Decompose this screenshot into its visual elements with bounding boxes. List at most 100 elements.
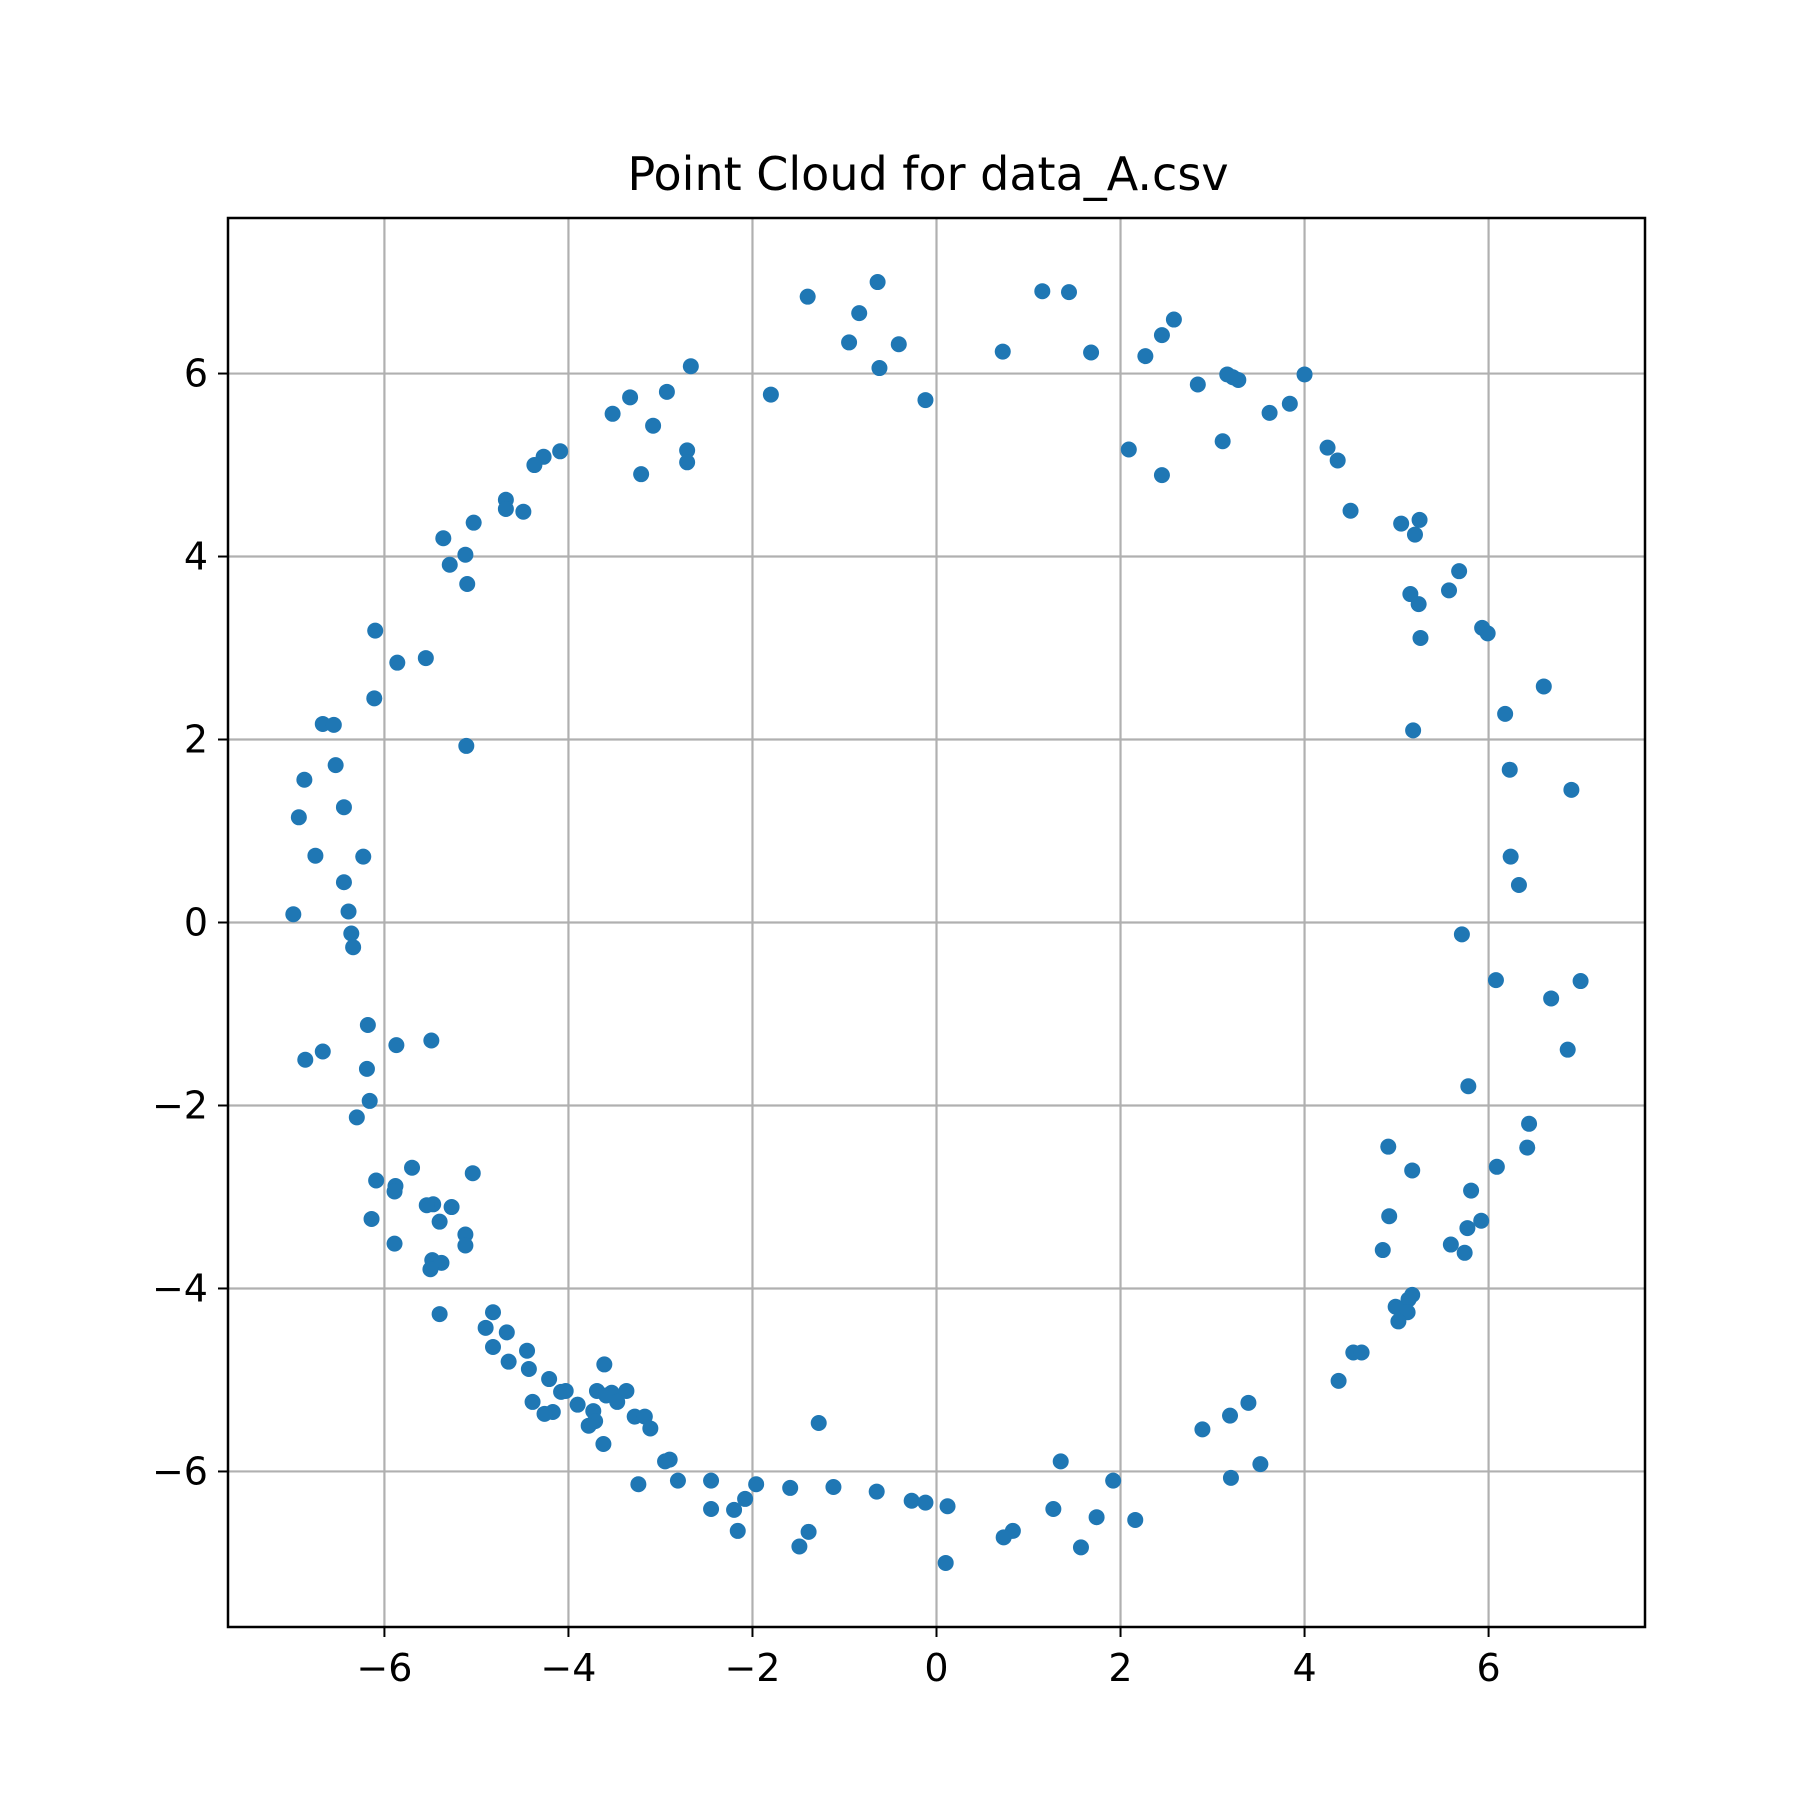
data-point [633, 466, 650, 483]
data-point [484, 1304, 501, 1321]
data-point [1510, 876, 1527, 893]
data-point [435, 530, 452, 547]
data-point [457, 1226, 474, 1243]
data-point [1353, 1344, 1370, 1361]
data-point [1559, 1041, 1576, 1058]
data-point [1281, 395, 1298, 412]
data-point [1411, 511, 1428, 528]
data-point [389, 654, 406, 671]
data-point [580, 1417, 597, 1434]
data-point [762, 386, 779, 403]
data-point [729, 1522, 746, 1539]
data-point [459, 575, 476, 592]
data-point [1456, 1244, 1473, 1261]
data-point [404, 1159, 421, 1176]
data-point [869, 274, 886, 291]
data-point [553, 1383, 570, 1400]
data-point [642, 1420, 659, 1437]
data-point [868, 1483, 885, 1500]
data-point [1060, 284, 1077, 301]
data-point [418, 1197, 435, 1214]
data-point [939, 1498, 956, 1515]
data-point [1390, 1313, 1407, 1330]
data-point [359, 1016, 376, 1033]
data-point [682, 358, 699, 375]
data-point [340, 903, 357, 920]
y-tick-label: −4 [152, 1266, 208, 1310]
data-point [1441, 582, 1458, 599]
grid-lines [228, 218, 1645, 1627]
data-point [477, 1319, 494, 1336]
data-point [1459, 1220, 1476, 1237]
data-point [609, 1393, 626, 1410]
y-tick-label: −2 [152, 1083, 208, 1127]
data-point [791, 1538, 808, 1555]
data-point [800, 1523, 817, 1540]
y-axis-ticks: −6 −4 −2 0 2 4 6 [152, 352, 228, 1493]
data-point [1214, 433, 1231, 450]
data-point [1473, 1212, 1490, 1229]
data-point [1034, 283, 1051, 300]
data-point [1240, 1394, 1257, 1411]
data-point [917, 1494, 934, 1511]
data-point [363, 1210, 380, 1227]
data-point [1342, 502, 1359, 519]
data-point [903, 1492, 920, 1509]
data-point [810, 1414, 827, 1431]
data-point [569, 1396, 586, 1413]
data-point [1222, 1407, 1239, 1424]
data-point [1153, 327, 1170, 344]
data-point [1137, 348, 1154, 365]
data-point [1319, 439, 1336, 456]
data-point [515, 503, 532, 520]
data-point [1497, 705, 1514, 722]
data-point [1088, 1509, 1105, 1526]
data-point [1453, 926, 1470, 943]
data-point [799, 288, 816, 305]
data-point [368, 1172, 385, 1189]
data-point [520, 1360, 537, 1377]
data-point [524, 1393, 541, 1410]
data-point [1451, 563, 1468, 580]
data-point [1488, 1158, 1505, 1175]
data-point [1189, 376, 1206, 393]
data-point [703, 1472, 720, 1489]
data-point [443, 1199, 460, 1216]
data-points [285, 274, 1589, 1571]
data-point [290, 809, 307, 826]
x-tick-label: 2 [1108, 1646, 1132, 1690]
x-axis-ticks: −6 −4 −2 0 2 4 6 [356, 1627, 1501, 1690]
data-point [595, 1436, 612, 1453]
y-tick-label: −6 [152, 1449, 208, 1493]
data-point [1405, 722, 1422, 739]
data-point [1105, 1472, 1122, 1489]
data-point [1381, 1208, 1398, 1225]
data-point [541, 1371, 558, 1388]
data-point [657, 1453, 674, 1470]
data-point [1535, 678, 1552, 695]
data-point [1194, 1421, 1211, 1438]
data-point [1502, 848, 1519, 865]
data-point [871, 360, 888, 377]
data-point [552, 443, 569, 460]
data-point [1083, 344, 1100, 361]
data-point [441, 556, 458, 573]
data-point [917, 392, 934, 409]
data-point [1380, 1138, 1397, 1155]
x-tick-label: −2 [724, 1646, 780, 1690]
data-point [1252, 1456, 1269, 1473]
data-point [1487, 972, 1504, 989]
data-point [431, 1306, 448, 1323]
data-point [1230, 371, 1247, 388]
data-point [1329, 452, 1346, 469]
data-point [526, 457, 543, 474]
data-point [890, 336, 907, 353]
chart-title: Point Cloud for data_A.csv [627, 147, 1228, 201]
data-point [498, 1324, 515, 1341]
data-point [679, 442, 696, 459]
data-point [596, 1356, 613, 1373]
data-point [1072, 1539, 1089, 1556]
data-point [1393, 515, 1410, 532]
data-point [737, 1490, 754, 1507]
data-point [748, 1476, 765, 1493]
